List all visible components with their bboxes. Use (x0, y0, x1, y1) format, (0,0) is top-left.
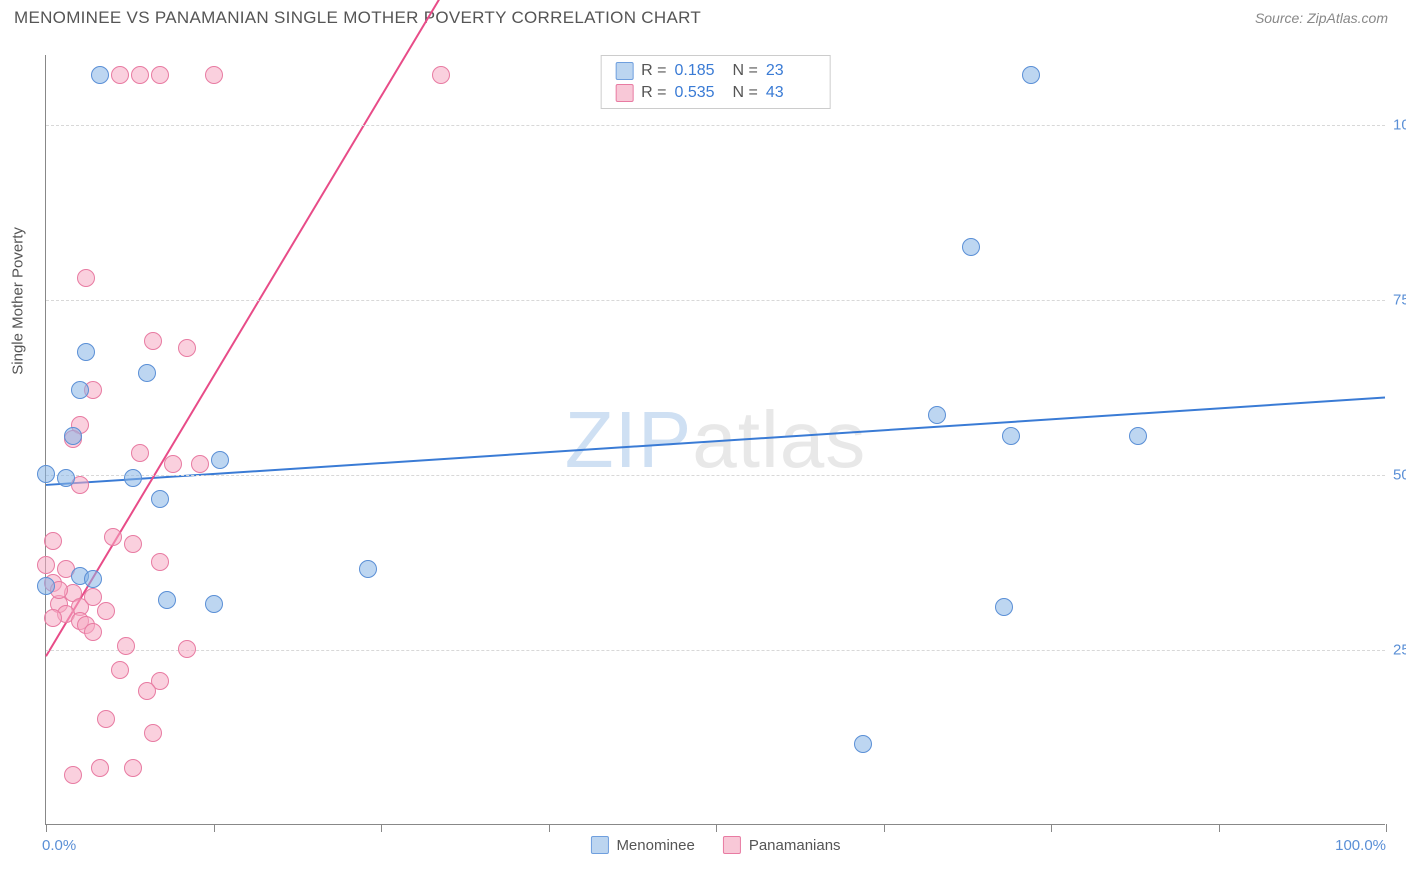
trend-line (46, 398, 1385, 485)
x-tick (214, 824, 215, 832)
scatter-point-panamanians (91, 759, 109, 777)
legend-label: Panamanians (749, 837, 841, 854)
bottom-legend: Menominee Panamanians (590, 836, 840, 854)
scatter-point-panamanians (44, 532, 62, 550)
r-value: 0.185 (675, 62, 725, 80)
legend-item: Panamanians (723, 836, 841, 854)
scatter-point-panamanians (178, 339, 196, 357)
x-tick (1386, 824, 1387, 832)
scatter-point-menominee (962, 238, 980, 256)
scatter-point-panamanians (37, 556, 55, 574)
scatter-point-menominee (1129, 427, 1147, 445)
stats-row: R = 0.535 N = 43 (615, 84, 816, 102)
scatter-point-panamanians (178, 640, 196, 658)
x-tick (716, 824, 717, 832)
y-tick-label: 50.0% (1393, 467, 1406, 484)
source-label: Source: ZipAtlas.com (1255, 10, 1388, 26)
scatter-point-menominee (77, 343, 95, 361)
y-axis-label: Single Mother Poverty (10, 227, 27, 375)
scatter-point-menominee (84, 570, 102, 588)
legend-item: Menominee (590, 836, 694, 854)
n-value: 23 (766, 62, 816, 80)
scatter-point-menominee (124, 469, 142, 487)
scatter-point-panamanians (144, 724, 162, 742)
r-label: R = (641, 62, 666, 80)
swatch-icon (590, 836, 608, 854)
x-tick (46, 824, 47, 832)
scatter-point-menominee (158, 591, 176, 609)
stats-row: R = 0.185 N = 23 (615, 62, 816, 80)
scatter-point-panamanians (111, 661, 129, 679)
grid-line (46, 125, 1385, 126)
n-label: N = (733, 84, 758, 102)
scatter-point-menominee (64, 427, 82, 445)
scatter-point-panamanians (131, 444, 149, 462)
scatter-point-menominee (37, 577, 55, 595)
x-tick-label: 100.0% (1335, 837, 1386, 854)
x-tick (549, 824, 550, 832)
scatter-point-menominee (995, 598, 1013, 616)
scatter-point-panamanians (151, 553, 169, 571)
n-label: N = (733, 62, 758, 80)
scatter-point-panamanians (97, 602, 115, 620)
chart-plot-area: ZIPatlas Single Mother Poverty R = 0.185… (45, 55, 1385, 825)
scatter-point-panamanians (191, 455, 209, 473)
scatter-point-panamanians (44, 609, 62, 627)
scatter-point-panamanians (97, 710, 115, 728)
grid-line (46, 475, 1385, 476)
scatter-point-menominee (1002, 427, 1020, 445)
scatter-point-panamanians (104, 528, 122, 546)
scatter-point-panamanians (131, 66, 149, 84)
grid-line (46, 650, 1385, 651)
scatter-point-panamanians (84, 623, 102, 641)
scatter-point-menominee (205, 595, 223, 613)
scatter-point-panamanians (124, 535, 142, 553)
scatter-point-panamanians (138, 682, 156, 700)
scatter-point-menominee (151, 490, 169, 508)
scatter-point-panamanians (64, 766, 82, 784)
scatter-point-panamanians (205, 66, 223, 84)
chart-title: MENOMINEE VS PANAMANIAN SINGLE MOTHER PO… (14, 8, 701, 28)
n-value: 43 (766, 84, 816, 102)
x-tick (1051, 824, 1052, 832)
scatter-point-menominee (71, 381, 89, 399)
scatter-point-menominee (91, 66, 109, 84)
scatter-point-panamanians (164, 455, 182, 473)
scatter-point-panamanians (144, 332, 162, 350)
legend-label: Menominee (616, 837, 694, 854)
scatter-point-panamanians (432, 66, 450, 84)
x-tick (1219, 824, 1220, 832)
grid-line (46, 300, 1385, 301)
scatter-point-menominee (138, 364, 156, 382)
y-tick-label: 25.0% (1393, 642, 1406, 659)
scatter-point-menominee (1022, 66, 1040, 84)
title-bar: MENOMINEE VS PANAMANIAN SINGLE MOTHER PO… (0, 0, 1406, 36)
trend-line (46, 0, 448, 656)
swatch-icon (615, 62, 633, 80)
swatch-icon (723, 836, 741, 854)
r-value: 0.535 (675, 84, 725, 102)
scatter-point-panamanians (151, 66, 169, 84)
scatter-point-menominee (37, 465, 55, 483)
stats-legend-box: R = 0.185 N = 23 R = 0.535 N = 43 (600, 55, 831, 109)
scatter-point-menominee (57, 469, 75, 487)
swatch-icon (615, 84, 633, 102)
scatter-point-panamanians (124, 759, 142, 777)
y-tick-label: 100.0% (1393, 117, 1406, 134)
scatter-point-panamanians (111, 66, 129, 84)
scatter-point-menominee (928, 406, 946, 424)
x-tick (381, 824, 382, 832)
scatter-point-panamanians (84, 588, 102, 606)
scatter-point-menominee (359, 560, 377, 578)
r-label: R = (641, 84, 666, 102)
scatter-point-menominee (211, 451, 229, 469)
x-tick-label: 0.0% (42, 837, 76, 854)
scatter-point-panamanians (117, 637, 135, 655)
scatter-point-menominee (854, 735, 872, 753)
x-tick (884, 824, 885, 832)
trend-lines-layer (46, 55, 1385, 824)
y-tick-label: 75.0% (1393, 292, 1406, 309)
scatter-point-panamanians (77, 269, 95, 287)
